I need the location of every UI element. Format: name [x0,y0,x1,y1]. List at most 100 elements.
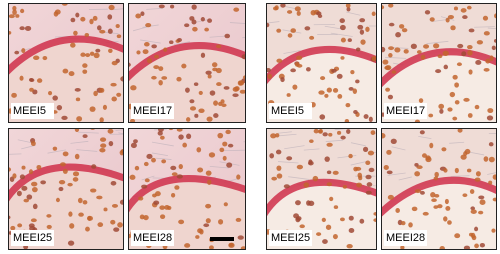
micrograph [128,128,246,250]
nucleus [276,28,282,33]
nucleus [205,170,212,176]
nucleus [329,196,334,202]
nucleus [312,175,319,182]
nucleus [100,143,107,148]
nucleus [30,218,37,223]
nucleus [474,177,481,182]
nucleus [129,118,136,123]
nucleus [144,178,150,183]
nucleus [119,199,124,205]
nucleus [191,4,197,10]
nucleus [134,165,140,171]
nucleus [296,55,303,60]
nucleus [20,8,25,14]
nucleus [368,167,375,173]
nucleus [184,23,190,28]
fiber [146,7,164,10]
nucleus [198,108,205,114]
nucleus [28,169,34,175]
nucleus [72,171,80,177]
nucleus [483,67,490,72]
nucleus [479,242,486,248]
tile-label: MEEI25 [271,232,310,244]
nucleus [97,25,102,31]
tile-border [381,3,497,123]
nucleus [95,48,101,53]
fiber [277,131,292,134]
nucleus [62,68,69,74]
nucleus [36,78,43,83]
tile-border [266,128,377,250]
nucleus [198,90,203,96]
nucleus [195,235,200,239]
fiber [115,129,124,131]
nucleus [348,153,353,159]
tile-border [8,128,124,250]
tile-border [128,3,246,123]
nucleus [53,11,59,17]
fiber [350,161,367,166]
nucleus [453,6,459,11]
nucleus [90,188,97,193]
nucleus [275,149,282,155]
nucleus [373,212,377,216]
nucleus [164,204,170,210]
nucleus [474,243,479,249]
nucleus [16,190,22,197]
nucleus [317,129,323,134]
nucleus [319,114,326,120]
nucleus [158,79,163,86]
nucleus [462,193,468,198]
nucleus [170,4,175,9]
fiber [474,26,495,28]
nucleus [270,133,277,139]
nucleus [468,69,473,75]
nucleus [80,16,86,22]
nucleus [382,59,389,65]
nucleus [108,48,113,54]
nucleus [276,173,283,179]
nucleus [385,87,391,92]
nucleus [205,203,212,209]
nucleus [460,154,467,160]
nucleus [130,142,137,149]
fiber [243,230,246,232]
nucleus [442,50,449,57]
nucleus [212,67,218,72]
nucleus [135,13,142,19]
label-box [11,103,54,119]
nucleus [320,76,326,81]
nucleus [339,217,345,222]
nucleus [155,191,161,197]
nucleus [307,160,314,166]
fiber [418,135,432,139]
nucleus [365,190,372,195]
nucleus [213,113,219,119]
nucleus [384,65,391,70]
nucleus [359,29,365,35]
nucleus [430,192,436,198]
nucleus [80,52,86,57]
nucleus [154,54,160,59]
nucleus [359,18,366,23]
nucleus [470,206,476,211]
nucleus [151,75,157,80]
nucleus [33,55,40,60]
nucleus [360,39,366,45]
nucleus [87,215,93,221]
nucleus [68,71,75,77]
nucleus [287,10,293,14]
nucleus [17,223,23,228]
fiber [151,141,174,147]
nucleus [107,28,113,34]
nucleus [160,135,165,140]
nucleus [492,197,497,202]
nucleus [303,182,310,188]
nucleus [280,3,286,8]
nucleus [339,18,345,24]
nucleus [482,15,489,21]
nucleus [491,228,496,233]
nucleus [435,69,442,74]
nucleus [489,55,494,61]
